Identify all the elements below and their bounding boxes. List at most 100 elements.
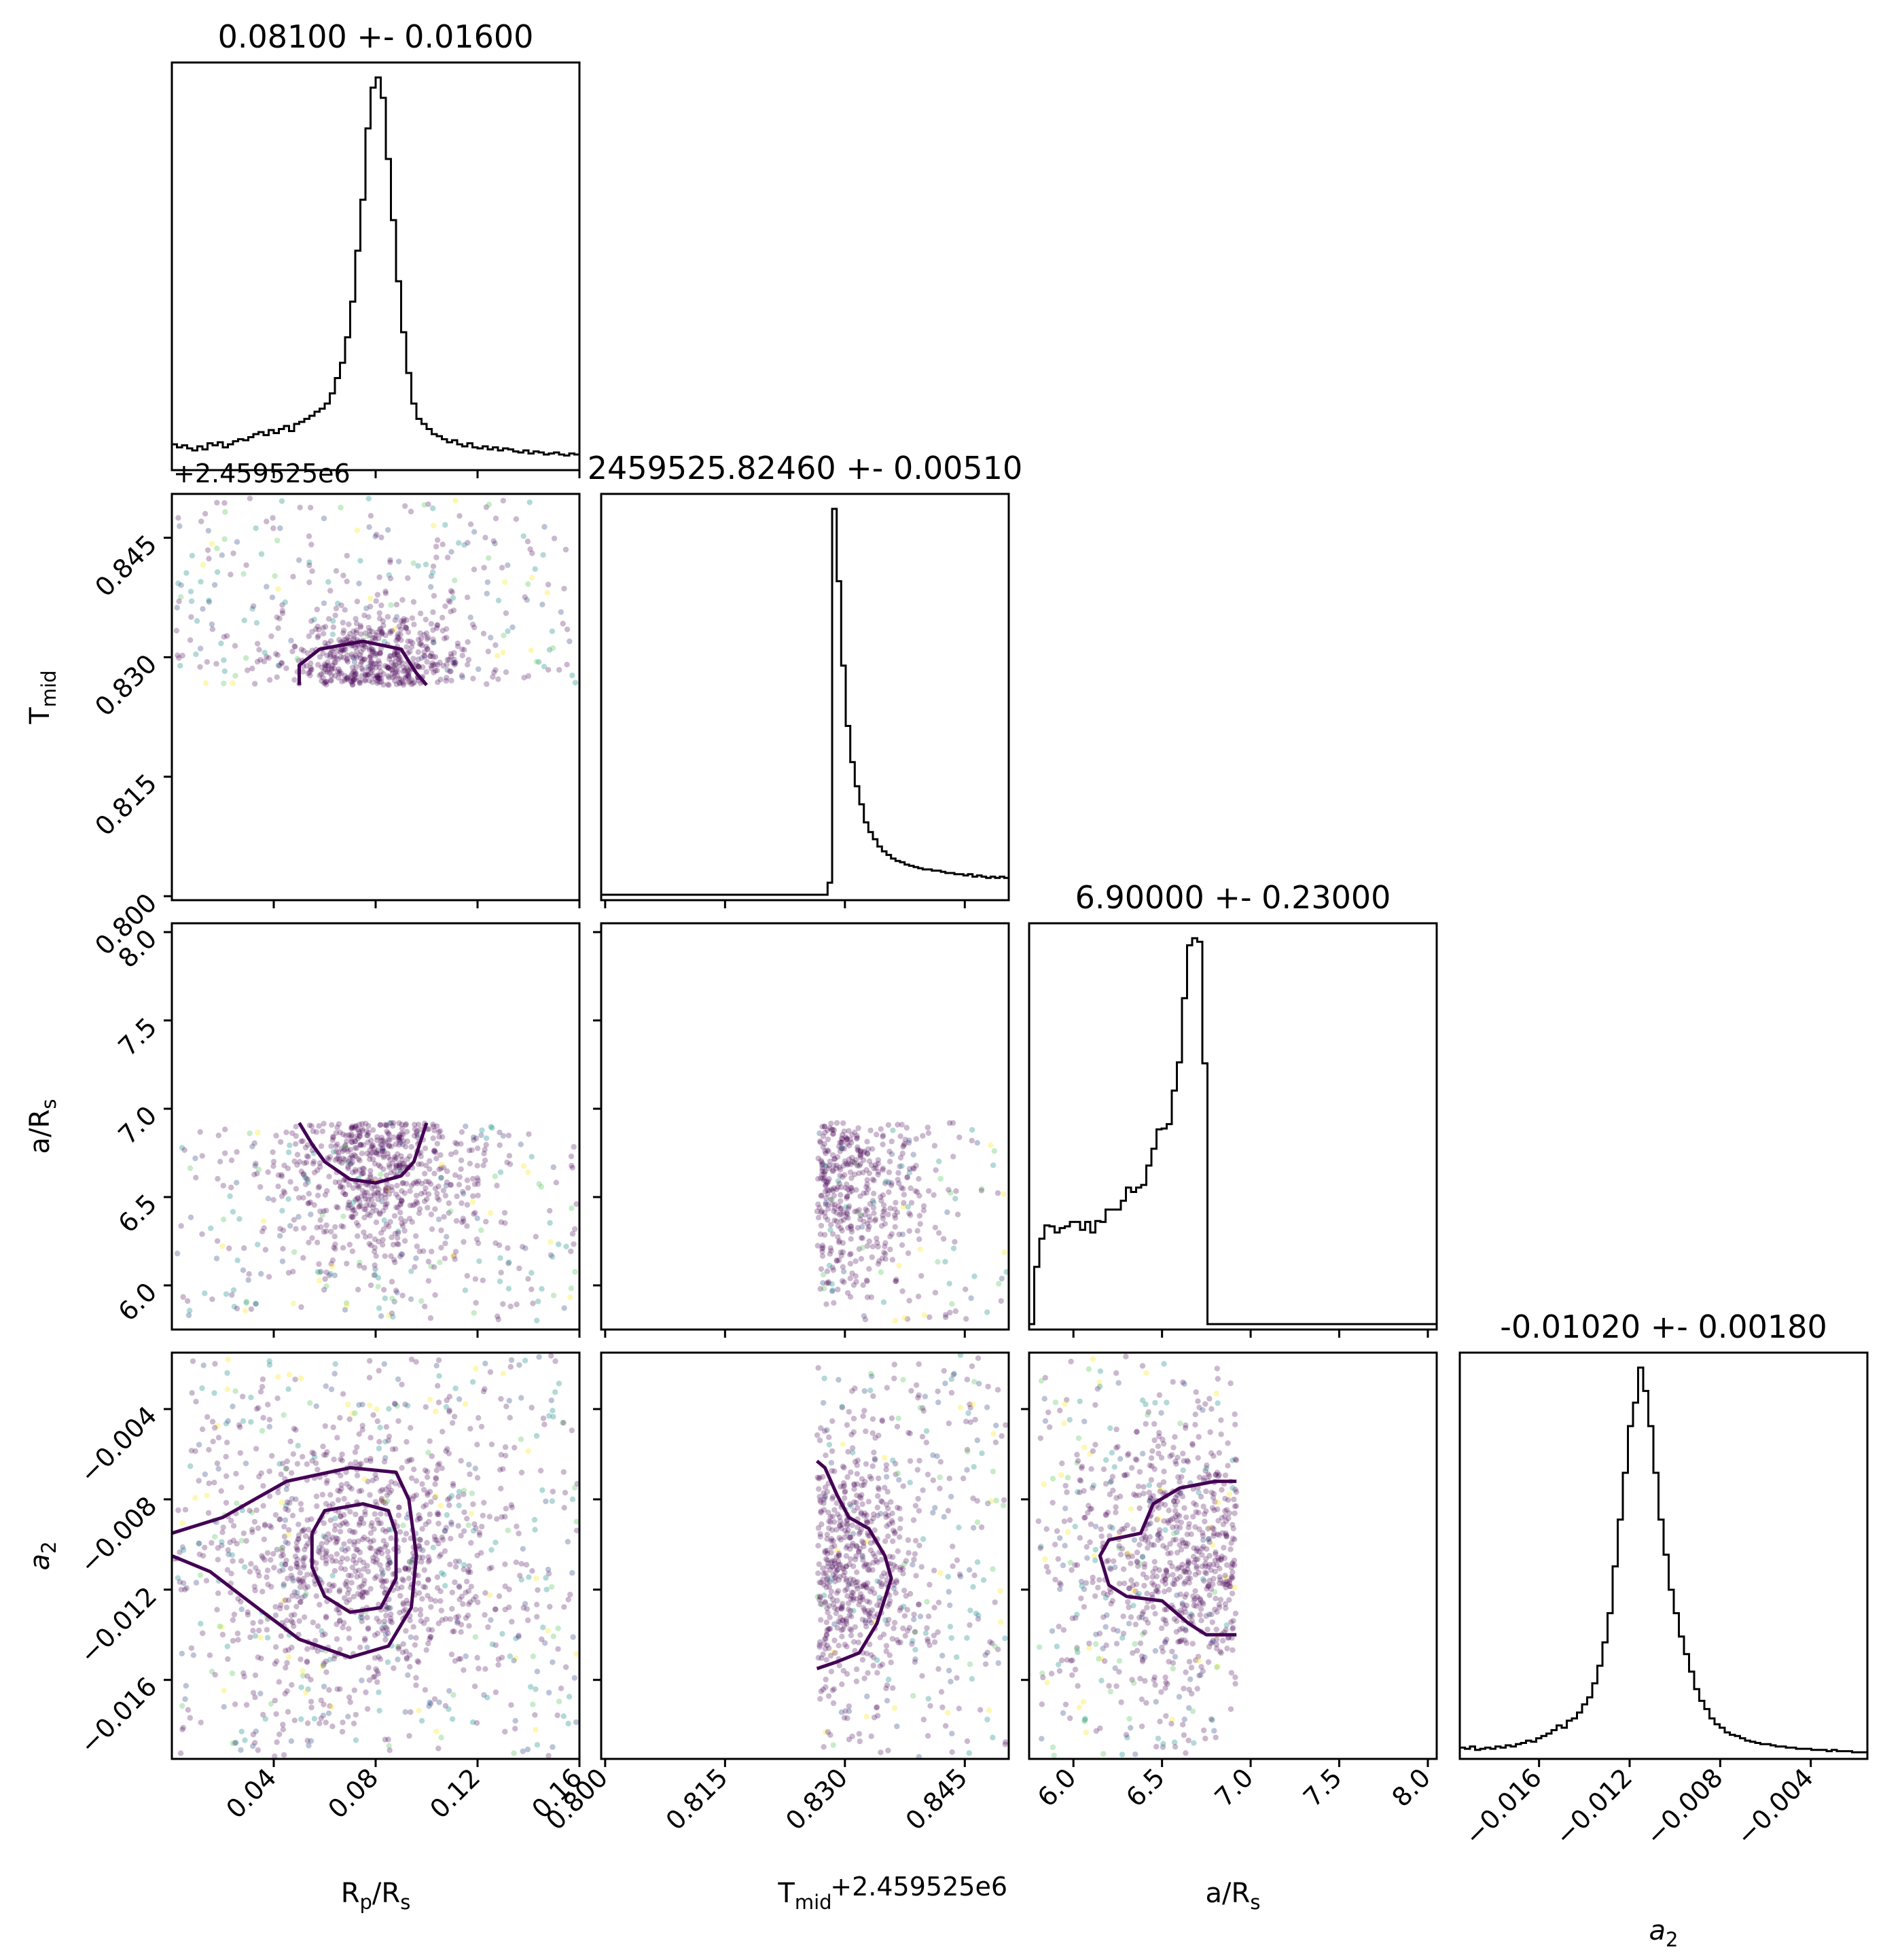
- sample-point: [304, 1461, 310, 1467]
- sample-point: [184, 1298, 191, 1304]
- sample-point: [354, 1472, 361, 1479]
- sample-point: [467, 614, 473, 620]
- sample-point: [850, 1449, 856, 1456]
- sample-point: [1226, 1491, 1233, 1497]
- sample-point: [867, 1474, 873, 1480]
- sample-point: [883, 1178, 889, 1185]
- sample-point: [283, 1557, 289, 1564]
- sample-point: [836, 1514, 843, 1520]
- sample-point: [417, 1126, 423, 1133]
- sample-point: [492, 1689, 499, 1696]
- sample-point: [564, 662, 570, 668]
- sample-point: [892, 1215, 899, 1221]
- sample-point: [298, 1169, 304, 1175]
- sample-point: [841, 1128, 847, 1135]
- sample-point: [828, 1120, 834, 1126]
- sample-point: [209, 626, 216, 632]
- sample-point: [1163, 1545, 1170, 1551]
- sample-point: [206, 1480, 212, 1486]
- sample-point: [448, 654, 454, 660]
- sample-point: [833, 1120, 840, 1126]
- sample-point: [827, 1251, 833, 1257]
- sample-point: [359, 657, 365, 663]
- sample-point: [495, 1656, 501, 1662]
- sample-point: [875, 1157, 882, 1163]
- sample-point: [399, 1584, 405, 1590]
- sample-point: [530, 1300, 536, 1306]
- sample-point: [1158, 1535, 1164, 1541]
- sample-point: [387, 653, 393, 660]
- sample-point: [342, 673, 348, 679]
- sample-point: [467, 1471, 473, 1478]
- sample-point: [278, 1546, 284, 1552]
- sample-point: [354, 599, 361, 605]
- sample-point: [1212, 1569, 1219, 1575]
- sample-point: [1174, 1550, 1181, 1556]
- sample-point: [444, 1168, 450, 1175]
- sample-point: [435, 1129, 442, 1135]
- sample-point: [336, 1610, 342, 1616]
- sample-point: [525, 673, 532, 679]
- sample-point: [917, 1405, 923, 1411]
- sample-point: [821, 1141, 828, 1147]
- sample-point: [824, 1642, 830, 1648]
- sample-point: [816, 1486, 822, 1492]
- sample-point: [855, 1146, 861, 1153]
- sample-point: [378, 675, 384, 682]
- sample-point: [251, 1518, 258, 1525]
- sample-point: [302, 1546, 308, 1552]
- sample-point: [418, 641, 424, 647]
- sample-point: [399, 1650, 406, 1656]
- sample-point: [395, 1230, 401, 1236]
- sample-point: [321, 630, 327, 637]
- sample-point: [387, 1618, 393, 1624]
- sample-point: [253, 525, 259, 531]
- sample-point: [435, 1745, 442, 1751]
- sample-point: [471, 1683, 478, 1690]
- sample-point: [261, 1536, 268, 1542]
- sample-point: [315, 632, 321, 639]
- sample-point: [346, 1416, 353, 1423]
- sample-point: [361, 1207, 367, 1213]
- sample-point: [971, 1378, 978, 1385]
- sample-point: [817, 1639, 823, 1645]
- sample-point: [469, 1379, 476, 1385]
- sample-point: [303, 1590, 309, 1597]
- sample-point: [847, 1169, 854, 1175]
- sample-point: [238, 1537, 245, 1544]
- sample-point: [265, 1402, 271, 1408]
- sample-point: [435, 1383, 441, 1389]
- sample-point: [829, 1281, 836, 1287]
- sample-point: [352, 1138, 358, 1145]
- sample-point: [879, 1418, 886, 1425]
- sample-point: [565, 1720, 571, 1727]
- sample-point: [848, 1228, 855, 1235]
- sample-point: [284, 1499, 291, 1505]
- sample-point: [398, 637, 404, 643]
- sample-point: [836, 1552, 842, 1559]
- sample-point: [1105, 1510, 1111, 1516]
- sample-point: [360, 1589, 366, 1595]
- sample-point: [250, 603, 257, 609]
- sample-point: [376, 664, 382, 671]
- sample-point: [187, 1214, 194, 1221]
- sample-point: [1105, 1557, 1111, 1564]
- sample-point: [840, 1463, 846, 1469]
- sample-point: [829, 1264, 836, 1270]
- sample-point: [428, 1499, 434, 1505]
- sample-point: [189, 552, 196, 558]
- sample-point: [262, 1715, 268, 1722]
- sample-point: [380, 681, 387, 688]
- sample-point: [858, 1584, 865, 1590]
- sample-point: [825, 1179, 831, 1185]
- sample-point: [532, 566, 538, 572]
- sample-point: [392, 662, 399, 669]
- sample-point: [260, 1218, 267, 1224]
- sample-point: [367, 1242, 374, 1249]
- sample-point: [414, 1517, 420, 1523]
- sample-point: [236, 1216, 243, 1222]
- sample-point: [371, 1526, 377, 1532]
- sample-point: [508, 1502, 514, 1508]
- sample-point: [375, 1147, 381, 1154]
- sample-point: [388, 1143, 395, 1150]
